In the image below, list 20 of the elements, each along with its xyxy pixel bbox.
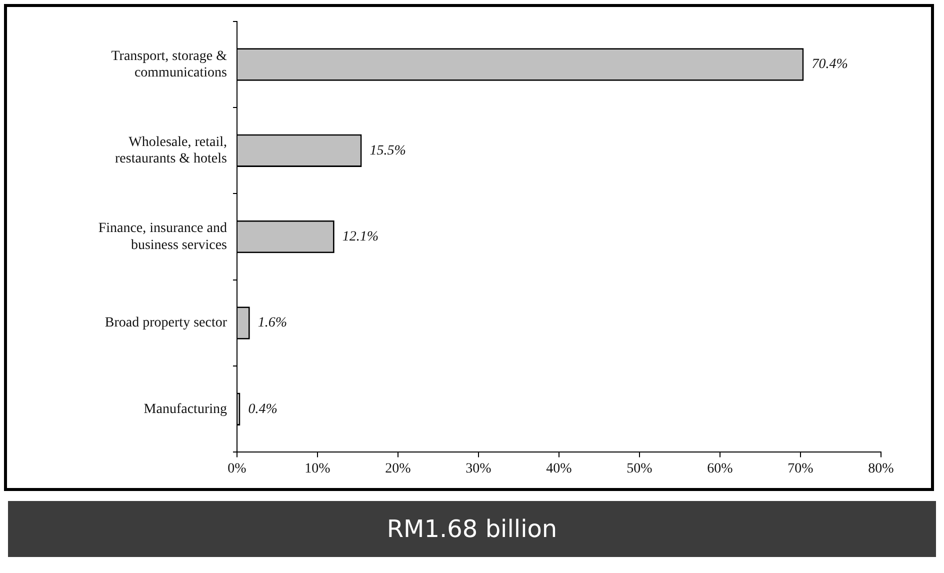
x-tick-label: 60% xyxy=(707,461,734,476)
data-label: 12.1% xyxy=(342,229,379,244)
text: RM1.68 billion xyxy=(8,501,936,557)
x-tick-label: 30% xyxy=(466,461,492,476)
y-tick-label: Transport, storage & communications xyxy=(111,48,228,81)
x-tick-label: 80% xyxy=(868,461,894,476)
x-tick-label: 0% xyxy=(228,461,247,476)
data-label: 0.4% xyxy=(248,402,278,417)
x-tick-label: 40% xyxy=(546,461,572,476)
y-tick-label: Manufacturing xyxy=(144,402,227,417)
y-tick-label: Broad property sector xyxy=(104,316,228,331)
data-label: 70.4% xyxy=(812,57,848,72)
data-label: 15.5% xyxy=(370,143,406,158)
x-tick-label: 10% xyxy=(304,461,331,476)
x-tick-label: 50% xyxy=(626,461,653,476)
data-label: 1.6% xyxy=(258,316,288,331)
y-tick-label: Finance, insurance and business services xyxy=(98,221,227,253)
y-tick-label: Wholesale, retail, restaurants & hotels xyxy=(115,134,227,167)
x-tick-label: 20% xyxy=(385,461,412,476)
x-tick-label: 70% xyxy=(788,461,814,476)
